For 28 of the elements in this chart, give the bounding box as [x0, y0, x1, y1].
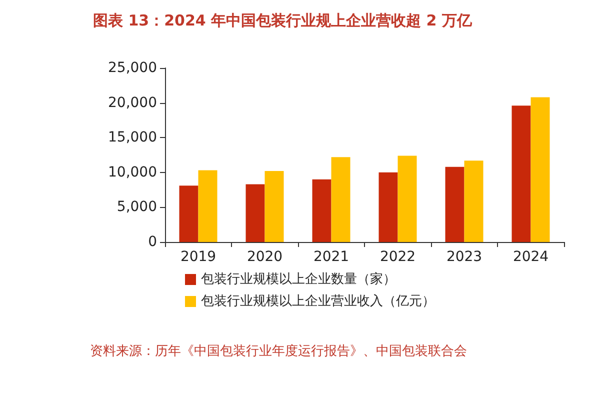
- bar: [398, 156, 417, 242]
- legend-label: 包装行业规模以上企业营业收入（亿元）: [201, 294, 435, 309]
- x-tick-label: 2021: [313, 249, 350, 265]
- bar: [331, 157, 350, 242]
- bar: [264, 171, 284, 242]
- chart-title: 图表 13：2024 年中国包装行业规上企业营收超 2 万亿: [93, 12, 473, 30]
- text: 资料来源：历年《中国包装行业年度运行报告》、中国包装联合会: [90, 343, 467, 359]
- legend-label: 包装行业规模以上企业数量（家）: [201, 271, 396, 287]
- y-tick-label: 0: [148, 234, 157, 250]
- y-tick-label: 25,000: [108, 60, 157, 76]
- x-tick-label: 2024: [512, 249, 549, 265]
- bar: [445, 166, 464, 242]
- x-tick-label: 2023: [446, 249, 482, 265]
- x-tick-label: 2019: [180, 249, 216, 265]
- bar: [312, 179, 332, 242]
- bar: [179, 186, 198, 242]
- bar: [246, 184, 265, 242]
- bar: [464, 160, 484, 242]
- x-tick-label: 2020: [246, 249, 283, 265]
- y-tick-label: 20,000: [108, 94, 157, 111]
- y-tick-label: 10,000: [108, 164, 157, 180]
- bar: [198, 170, 218, 242]
- x-tick-label: 2022: [380, 249, 416, 265]
- y-tick-label: 15,000: [108, 130, 157, 146]
- bar: [530, 97, 550, 242]
- y-tick-label: 5,000: [116, 199, 157, 216]
- bar: [512, 106, 531, 242]
- bar: [378, 172, 398, 242]
